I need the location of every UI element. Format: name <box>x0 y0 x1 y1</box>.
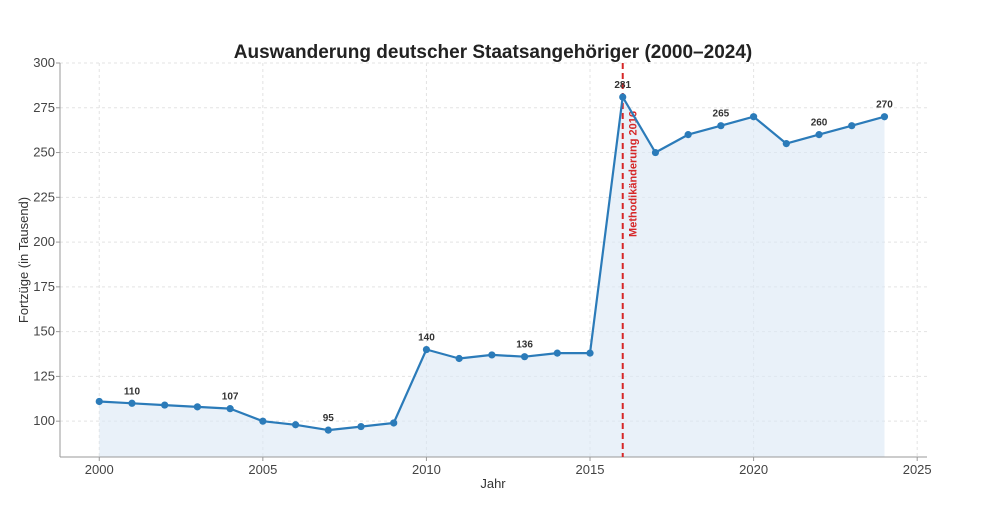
data-point <box>717 122 725 130</box>
data-point <box>161 401 169 409</box>
data-point <box>750 113 758 121</box>
data-point <box>390 419 398 427</box>
data-point <box>651 148 660 157</box>
annotation-layer: Methodikänderung 2016 <box>621 63 640 457</box>
data-point <box>422 345 431 354</box>
y-tick-label: 175 <box>33 279 55 294</box>
data-point <box>684 131 692 139</box>
data-point <box>357 422 365 431</box>
x-tick-label: 2010 <box>412 462 441 477</box>
tick-labels-layer: 2000 2005 2010 2015 2020 2025 100 125 150 175 200 2… <box>33 55 931 477</box>
y-tick-label: 125 <box>33 368 55 383</box>
data-point <box>226 405 234 413</box>
x-tick-label: 2015 <box>576 462 605 477</box>
data-point <box>782 139 790 148</box>
data-label: 110 <box>124 386 141 397</box>
axes <box>59 63 927 458</box>
y-axis-label: Fortzüge (in Tausend) <box>16 197 31 323</box>
x-tick-label: 2025 <box>903 462 932 477</box>
data-point <box>815 131 823 139</box>
data-point <box>586 349 594 357</box>
data-label: 260 <box>811 118 828 129</box>
data-point <box>488 351 496 359</box>
y-tick-label: 225 <box>33 189 55 204</box>
data-point <box>619 93 627 101</box>
data-point <box>95 397 103 406</box>
points-layer <box>95 93 889 434</box>
y-tick-label: 250 <box>33 145 55 160</box>
series-area-fill <box>99 97 885 457</box>
data-point <box>259 417 267 425</box>
area-layer <box>99 97 885 457</box>
chart-title: Auswanderung deutscher Staatsangehöriger… <box>234 42 752 63</box>
data-point <box>848 122 856 130</box>
y-tick-label: 275 <box>33 100 55 115</box>
data-point <box>520 353 529 361</box>
data-point <box>128 399 136 407</box>
x-tick-label: 2005 <box>248 462 277 477</box>
data-label: 107 <box>222 392 239 403</box>
x-axis-label: Jahr <box>480 476 506 491</box>
data-label: 140 <box>418 333 435 344</box>
data-labels-layer: 110 107 95 140 136 281 265 260 270 <box>124 80 893 424</box>
data-point <box>455 354 463 363</box>
x-tick-label: 2020 <box>739 462 768 477</box>
x-tick-label: 2000 <box>85 462 114 477</box>
data-point <box>880 113 889 121</box>
y-tick-label: 150 <box>33 324 55 339</box>
data-label: 265 <box>713 109 730 120</box>
data-label: 281 <box>614 80 631 91</box>
data-label: 95 <box>323 413 335 424</box>
y-tick-label: 300 <box>33 55 55 70</box>
y-tick-label: 100 <box>33 413 55 428</box>
data-point <box>291 421 300 429</box>
data-point <box>193 403 202 411</box>
annotation-label: Methodikänderung 2016 <box>628 111 640 237</box>
data-point <box>553 349 561 357</box>
data-label: 270 <box>876 100 893 111</box>
data-label: 136 <box>516 340 533 351</box>
data-point <box>324 426 332 434</box>
grid <box>60 62 927 457</box>
y-tick-label: 200 <box>33 234 55 249</box>
